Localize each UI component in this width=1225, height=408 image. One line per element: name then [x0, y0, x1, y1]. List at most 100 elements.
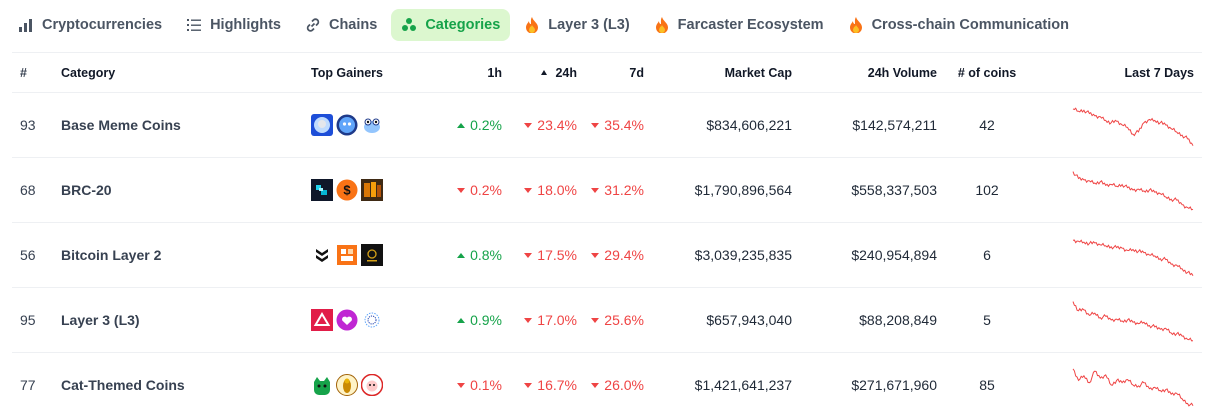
market-cap: $1,421,641,237 [694, 377, 792, 394]
top-gainers [282, 244, 412, 266]
brett-coin-icon[interactable] [336, 114, 358, 136]
header-coin-count[interactable]: # of coins [937, 52, 1037, 93]
table-row[interactable]: 68 BRC-20 $ 0.2% 18.0% 31.2% $1,790,896,… [12, 157, 1202, 223]
caret-down-icon [524, 318, 533, 323]
change-value: 31.2% [604, 182, 644, 198]
change-24h: 17.0% [502, 287, 577, 353]
dotted-globe-coin-icon[interactable] [361, 309, 383, 331]
tab-cryptocurrencies[interactable]: Cryptocurrencies [8, 9, 172, 41]
top-gainers [282, 309, 412, 331]
top-gainers [282, 374, 412, 397]
sparkline-7d [1072, 107, 1194, 146]
header-1h[interactable]: 1h [412, 52, 502, 93]
red-triangle-coin-icon[interactable] [311, 309, 333, 331]
chevrons-coin-icon[interactable] [311, 244, 333, 266]
category-tabs: Cryptocurrencies Highlights Chains Categ… [8, 8, 1079, 42]
category-name-link[interactable]: Cat-Themed Coins [61, 377, 185, 394]
change-value: 0.8% [470, 247, 502, 263]
tab-label: Cross-chain Communication [871, 17, 1069, 33]
green-cat-coin-icon[interactable] [311, 374, 333, 396]
header-24h-volume[interactable]: 24h Volume [792, 52, 937, 93]
tab-label: Farcaster Ecosystem [677, 17, 824, 33]
caret-down-icon [457, 383, 466, 389]
table-row[interactable]: 77 Cat-Themed Coins 0.1% 16.7% 26.0% $1,… [12, 353, 1202, 408]
yellow-cat-coin-icon[interactable] [336, 374, 358, 397]
tab-layer-3[interactable]: Layer 3 (L3) [514, 9, 639, 41]
fire-icon [848, 17, 864, 33]
table-header-row: # Category Top Gainers 1h 24h 7d Market … [12, 52, 1202, 93]
header-rank[interactable]: # [12, 52, 52, 93]
bald-eagle-coin-icon[interactable] [311, 114, 333, 136]
red-cat-coin-icon[interactable] [361, 374, 383, 397]
coin-count: 5 [937, 287, 1037, 353]
change-24h: 23.4% [502, 92, 577, 158]
sparkline-7d [1072, 171, 1194, 211]
change-value: 0.1% [470, 377, 502, 394]
volume-24h: $88,208,849 [792, 287, 937, 353]
sparkline-path [1072, 171, 1194, 211]
change-1h: 0.9% [412, 287, 502, 353]
ordinal-art-coin-icon[interactable] [361, 179, 383, 201]
sparkline-path [1072, 301, 1194, 342]
dollar-coin-icon[interactable]: $ [336, 179, 358, 201]
change-7d: 29.4% [577, 222, 652, 288]
coin-count: 6 [937, 222, 1037, 288]
sparkline-path [1072, 107, 1194, 146]
volume-24h: $240,954,894 [792, 222, 937, 288]
row-rank: 68 [12, 157, 52, 223]
sort-ascending-icon [541, 69, 548, 75]
change-value: 0.2% [470, 182, 502, 198]
sparkline-7d [1072, 239, 1194, 276]
categories-icon [401, 17, 417, 33]
tab-chains[interactable]: Chains [295, 9, 387, 41]
change-value: 16.7% [537, 377, 577, 394]
caret-up-icon [457, 318, 466, 323]
caret-down-icon [524, 253, 533, 258]
change-1h: 0.2% [412, 157, 502, 223]
change-value: 23.4% [537, 117, 577, 133]
frog-coin-icon[interactable] [361, 114, 383, 136]
header-category[interactable]: Category [52, 52, 282, 93]
table-row[interactable]: 95 Layer 3 (L3) 0.9% 17.0% 25.6% $657,94… [12, 287, 1202, 353]
caret-up-icon [457, 253, 466, 258]
change-value: 29.4% [604, 247, 644, 263]
pixel-coin-icon[interactable] [311, 179, 333, 201]
black-badge-coin-icon[interactable] [361, 244, 383, 266]
category-name-link[interactable]: Base Meme Coins [61, 117, 181, 133]
top-gainers: $ [282, 179, 412, 201]
change-value: 18.0% [537, 182, 577, 198]
header-last-7-days: Last 7 Days [1037, 52, 1202, 93]
row-rank: 95 [12, 287, 52, 353]
tab-label: Cryptocurrencies [42, 17, 163, 33]
list-icon [186, 17, 202, 33]
caret-down-icon [457, 188, 466, 193]
tab-cross-chain-communication[interactable]: Cross-chain Communication [838, 9, 1079, 41]
change-value: 26.0% [604, 377, 644, 394]
change-value: 17.5% [537, 247, 577, 263]
tab-categories[interactable]: Categories [391, 9, 511, 41]
orange-block-coin-icon[interactable] [336, 244, 358, 266]
header-market-cap[interactable]: Market Cap [652, 52, 792, 93]
market-cap: $3,039,235,835 [652, 222, 792, 288]
category-name-link[interactable]: Layer 3 (L3) [61, 312, 140, 328]
header-24h[interactable]: 24h [502, 52, 577, 93]
caret-down-icon [591, 188, 600, 193]
change-24h: 17.5% [502, 222, 577, 288]
category-name-link[interactable]: Bitcoin Layer 2 [61, 247, 162, 263]
top-gainers [282, 114, 412, 136]
change-value: 0.9% [470, 312, 502, 328]
sparkline-7d [1072, 368, 1194, 407]
categories-table: # Category Top Gainers 1h 24h 7d Market … [12, 52, 1202, 408]
tab-highlights[interactable]: Highlights [176, 9, 291, 41]
sparkline-7d [1072, 301, 1194, 342]
link-icon [305, 17, 321, 33]
header-7d[interactable]: 7d [577, 52, 652, 93]
table-row[interactable]: 56 Bitcoin Layer 2 0.8% 17.5% 29.4% $3,0… [12, 222, 1202, 288]
change-1h: 0.8% [412, 222, 502, 288]
table-row[interactable]: 93 Base Meme Coins 0.2% 23.4% 35.4% $834… [12, 92, 1202, 158]
heart-coin-icon[interactable] [336, 309, 358, 331]
tab-farcaster-ecosystem[interactable]: Farcaster Ecosystem [644, 9, 834, 41]
change-7d: 35.4% [577, 92, 652, 158]
coin-count: 85 [979, 377, 995, 394]
category-name-link[interactable]: BRC-20 [61, 182, 112, 198]
